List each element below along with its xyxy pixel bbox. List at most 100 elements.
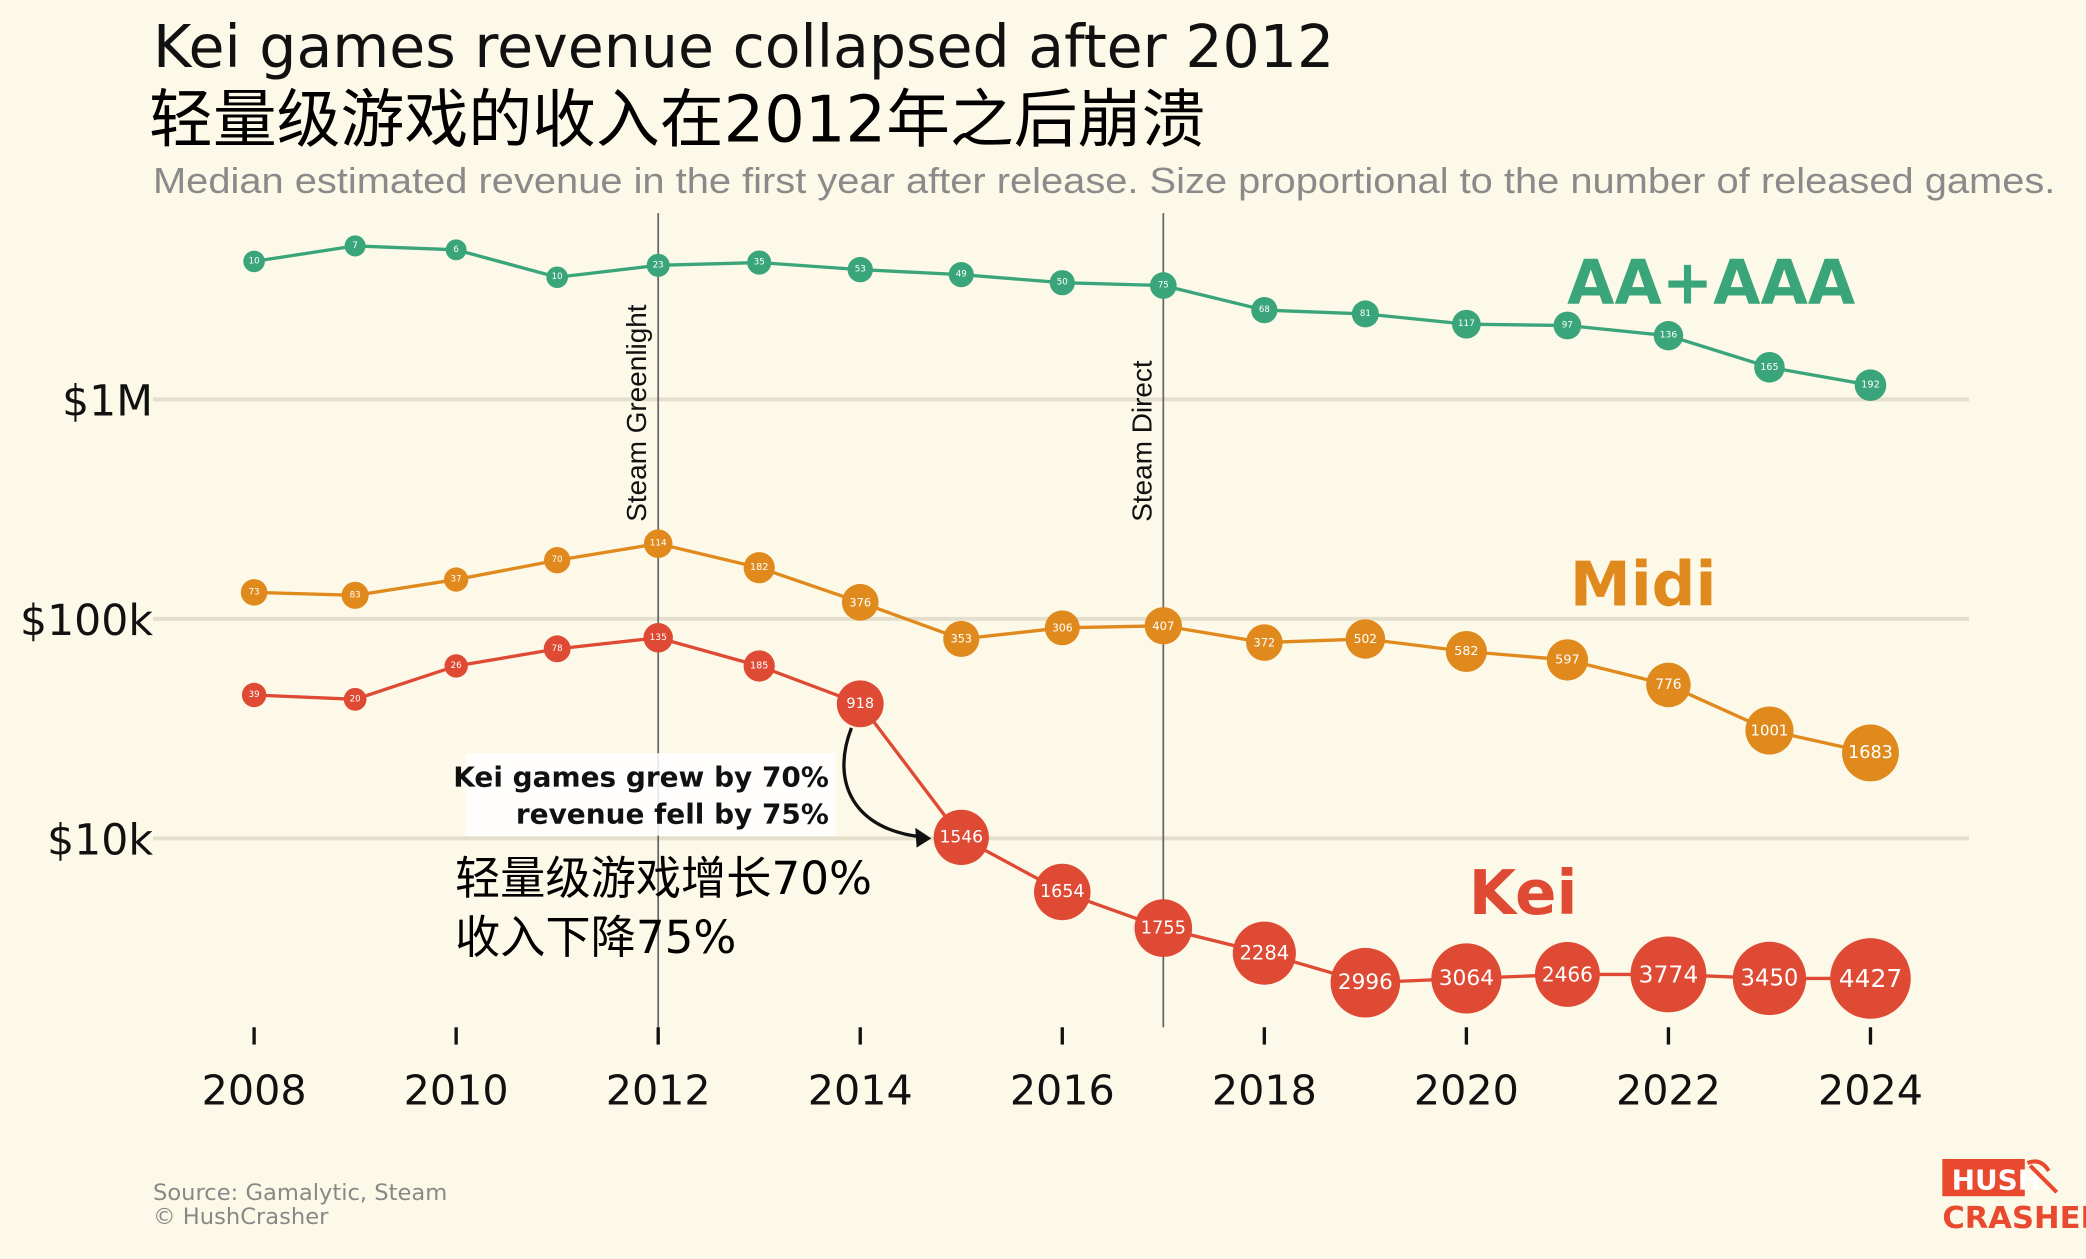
x-tick-label: 2014 [808,1066,913,1114]
data-point [743,552,775,584]
data-point [1534,941,1600,1007]
x-tick-label: 2010 [404,1066,509,1114]
x-tick-label: 2018 [1212,1066,1317,1114]
series-aa-aaa: 10 7 6 10 23 35 53 49 50 75 68 81 117 97 136 165 192 [243,235,1887,401]
data-point [747,250,772,275]
data-point [836,680,884,728]
data-point-label: 185 [750,660,769,671]
data-point [1149,272,1177,299]
data-point-label: 918 [846,696,874,712]
x-tick-label: 2022 [1616,1066,1721,1114]
data-point [1144,607,1183,645]
data-point-label: 192 [1861,380,1880,391]
data-point-label: 6 [453,245,458,255]
data-point [341,581,369,609]
annotation: Kei games grew by 70% revenue fell by 75… [453,727,932,848]
data-point [948,262,974,288]
data-point [646,253,670,277]
annotation-arrow [842,727,924,839]
data-point-label: 4427 [1839,964,1903,993]
data-point-label: 83 [350,590,361,600]
y-tick-label: $10k [47,815,153,865]
annotation-background [465,753,836,836]
data-point-label: 68 [1259,305,1270,315]
data-point-label: 136 [1660,331,1678,341]
data-point [1842,724,1899,782]
data-point-label: 81 [1360,309,1371,319]
data-point [1445,630,1487,673]
series-kei: 39 20 26 78 135 185 918 1546 1654 1755 2284 2996 306… [241,623,1911,1019]
data-point-label: 776 [1655,677,1681,693]
data-point-label: 114 [650,539,667,549]
data-point [1246,624,1283,661]
svg-text:CRASHER: CRASHER [1942,1201,2086,1236]
data-point [240,579,268,606]
data-point-label: 26 [451,661,462,671]
data-point [543,547,571,574]
copyright-text: © HushCrasher [153,1204,329,1230]
data-point [1830,938,1911,1019]
data-point-label: 50 [1057,278,1068,288]
data-point-label: 10 [552,272,563,282]
data-point-label: 49 [956,270,967,280]
data-point-label: 3450 [1741,965,1799,991]
data-point-label: 2466 [1542,962,1593,986]
data-point-label: 135 [649,633,666,643]
y-tick-label: $1M [62,376,153,426]
data-point-label: 582 [1454,644,1478,659]
data-point-label: 353 [951,632,972,645]
data-point [1553,311,1582,340]
x-tick-label: 2008 [202,1066,307,1114]
data-point [343,687,367,711]
data-point [1732,941,1807,1016]
data-point [1653,320,1684,351]
series-midi: 73 83 37 70 114 182 376 353 306 407 372 502 582 597 77… [240,529,1899,782]
data-point-label: 53 [855,265,866,275]
annotation-translation-line1: 轻量级游戏增长70% [455,852,872,905]
data-point-label: 78 [552,644,563,654]
data-point-label: 502 [1354,632,1377,646]
data-point-label: 182 [750,562,768,573]
data-point [1854,369,1887,401]
data-point-label: 7 [352,241,357,251]
chart-title: Kei games revenue collapsed after 2012 [153,13,1334,81]
x-tick-label: 2024 [1818,1066,1923,1114]
data-point [943,620,980,658]
data-point-label: 376 [849,595,871,609]
series-label-midi: Midi [1570,550,1717,621]
source-text: Source: Gamalytic, Steam [153,1180,447,1206]
annotation-line1: Kei games grew by 70% [453,760,829,793]
data-point-label: 1683 [1848,743,1893,763]
x-tick-label: 2012 [606,1066,711,1114]
data-point-label: 1755 [1141,918,1186,939]
data-point [1034,863,1091,921]
data-point [1452,309,1481,339]
data-point [1251,296,1278,324]
event-label: Steam Direct [1126,360,1157,522]
data-point [1546,639,1589,681]
data-point-label: 10 [249,256,260,266]
x-axis: 2008 2010 2012 2014 2016 2018 2020 2022 2024 [202,1027,1923,1114]
data-point-label: 3774 [1639,960,1699,988]
data-point [344,235,366,257]
y-tick-label: $100k [20,596,153,646]
data-point [1134,899,1193,957]
x-tick-label: 2020 [1414,1066,1519,1114]
data-point [643,623,673,653]
data-point-label: 3064 [1439,966,1494,991]
data-point-label: 39 [249,690,260,700]
data-point-label: 306 [1052,621,1073,634]
title-translation: 轻量级游戏的收入在2012年之后崩溃 [149,83,1205,157]
x-tick-label: 2016 [1010,1066,1115,1114]
data-point [243,250,265,273]
annotation-line2: revenue fell by 75% [516,798,829,831]
data-point-label: 407 [1152,619,1174,633]
data-point-label: 20 [350,694,361,704]
data-point-label: 35 [754,258,765,268]
data-point [546,266,568,289]
data-point [1232,921,1296,985]
data-point [543,635,571,663]
data-point [1745,706,1794,755]
data-point-label: 2996 [1338,970,1393,995]
